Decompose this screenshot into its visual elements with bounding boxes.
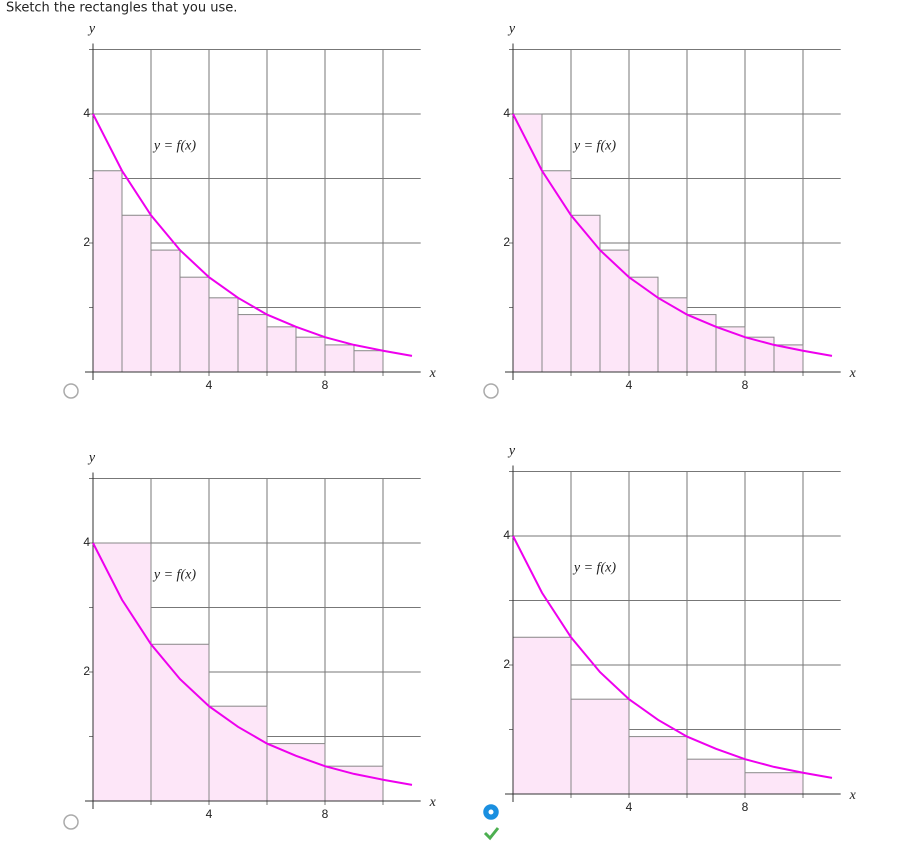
y-tick-label: 4 [83,106,90,120]
x-tick-label: 8 [742,378,749,392]
rectangle [266,326,297,373]
rectangle [295,336,326,373]
y-tick-label: 4 [503,528,510,542]
x-tick-label: 4 [626,800,633,814]
x-axis-label: x [849,788,857,803]
x-tick-label: 4 [206,807,213,821]
rectangle [686,758,746,795]
rectangle [92,542,152,802]
rectangle [353,350,384,373]
y-axis-label: y [87,451,96,466]
rectangle [150,249,181,373]
x-tick-label: 4 [206,378,213,392]
curve-label: y = f(x) [572,138,616,153]
curve [512,113,833,357]
y-axis-label: y [507,22,516,37]
radio-dot [488,809,494,815]
rectangle [657,297,688,373]
y-tick-label: 2 [83,235,90,249]
radio-button[interactable] [483,383,499,399]
instruction: Sketch the rectangles that you use. [6,1,237,16]
rectangle [744,772,804,795]
x-axis-label: x [429,795,437,810]
rectangle [628,276,659,373]
rectangle [715,326,746,373]
rectangle [237,314,268,373]
x-tick-label: 8 [742,800,749,814]
y-tick-label: 4 [503,106,510,120]
curve-label: y = f(x) [152,138,196,153]
rectangle [208,705,268,802]
y-axis-label: y [87,22,96,37]
radio-button[interactable] [63,383,79,399]
y-tick-label: 2 [503,235,510,249]
curve-label: y = f(x) [572,560,616,575]
rectangle [324,344,355,373]
rectangle [628,736,688,795]
x-tick-label: 4 [626,378,633,392]
rectangle [208,297,239,373]
y-tick-label: 4 [83,535,90,549]
curve [92,542,413,786]
rectangle [121,214,152,373]
rectangle [570,214,601,373]
rectangle [150,643,210,802]
curve-label: y = f(x) [152,567,196,582]
rectangle [599,249,630,373]
x-tick-label: 8 [322,807,329,821]
y-axis-label: y [507,444,516,459]
chart: 4 8 2 4 x y y = f(x) [503,444,856,814]
x-axis-label: x [429,366,437,381]
y-tick-label: 2 [83,664,90,678]
rectangle [686,314,717,373]
radio-button[interactable] [63,814,79,830]
check-mark [483,827,500,841]
curve [512,535,833,779]
rectangle [512,113,543,373]
x-tick-label: 8 [322,378,329,392]
x-axis-label: x [849,366,857,381]
chart: 4 8 2 4 x y y = f(x) [83,451,436,821]
rectangle [266,743,326,802]
y-tick-label: 2 [503,657,510,671]
rectangle [744,336,775,373]
rectangle [570,698,630,795]
curve [92,113,413,357]
chart: 4 8 2 4 x y y = f(x) [83,22,436,392]
rectangle [179,276,210,373]
rectangle [324,765,384,802]
rectangle [92,170,123,373]
rectangle [541,170,572,373]
chart: 4 8 2 4 x y y = f(x) [503,22,856,392]
rectangle [512,636,572,795]
